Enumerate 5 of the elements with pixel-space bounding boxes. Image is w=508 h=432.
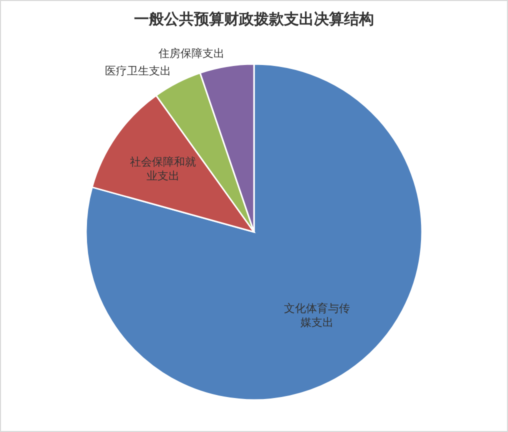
chart-title: 一般公共预算财政拨款支出决算结构 — [134, 10, 374, 28]
slice-label: 医疗卫生支出 — [105, 64, 172, 78]
slice-label: 社会保障和就业支出 — [130, 156, 196, 183]
slice-label: 文化体育与传媒支出 — [284, 302, 350, 329]
slice-label: 住房保障支出 — [158, 46, 224, 60]
